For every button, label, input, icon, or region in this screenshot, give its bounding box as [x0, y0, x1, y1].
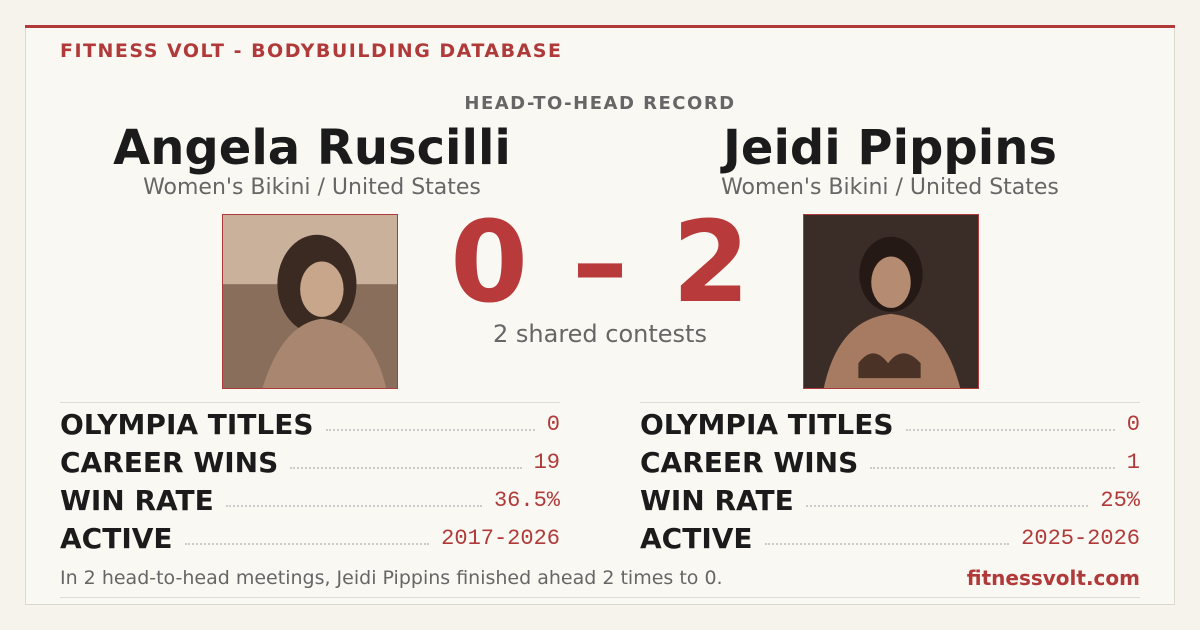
right-name: Jeidi Pippins [723, 120, 1057, 176]
stat-row: ACTIVE 2017-2026 [60, 517, 560, 555]
stat-value: 25% [1100, 488, 1140, 513]
stat-label: CAREER WINS [60, 446, 279, 479]
left-photo [222, 214, 398, 389]
left-stats: OLYMPIA TITLES 0 CAREER WINS 19 WIN RATE 36.5… [60, 402, 560, 555]
stat-value: 36.5% [493, 488, 560, 513]
footer-line [60, 597, 1140, 598]
stat-label: WIN RATE [640, 484, 794, 517]
subtitle: HEAD-TO-HEAD RECORD [464, 93, 736, 114]
stat-value: 2025-2026 [1021, 526, 1140, 551]
leader [805, 505, 1089, 507]
right-photo [803, 214, 979, 389]
stat-value: 0 [1126, 412, 1140, 437]
stat-row: WIN RATE 25% [640, 479, 1140, 517]
leader [290, 467, 522, 469]
stat-row: CAREER WINS 1 [640, 441, 1140, 479]
stat-label: ACTIVE [640, 522, 753, 555]
stat-row: OLYMPIA TITLES 0 [60, 403, 560, 441]
stat-value: 0 [546, 412, 560, 437]
score-separator: – [572, 198, 628, 328]
right-stats: OLYMPIA TITLES 0 CAREER WINS 1 WIN RATE 25% AC… [640, 402, 1140, 555]
stat-row: ACTIVE 2025-2026 [640, 517, 1140, 555]
leader [225, 505, 482, 507]
stat-row: WIN RATE 36.5% [60, 479, 560, 517]
leader [905, 429, 1115, 431]
leader [184, 543, 430, 545]
right-score: 2 [672, 198, 750, 328]
footer-text: In 2 head-to-head meetings, Jeidi Pippin… [60, 567, 723, 589]
stat-value: 19 [533, 450, 560, 475]
stat-label: CAREER WINS [640, 446, 859, 479]
stat-row: OLYMPIA TITLES 0 [640, 403, 1140, 441]
stat-label: OLYMPIA TITLES [60, 408, 314, 441]
header-title: FITNESS VOLT - BODYBUILDING DATABASE [60, 40, 563, 62]
stat-label: WIN RATE [60, 484, 214, 517]
shared-contests: 2 shared contests [493, 320, 707, 348]
left-score: 0 [450, 198, 528, 328]
stat-value: 2017-2026 [441, 526, 560, 551]
leader [870, 467, 1115, 469]
leader [325, 429, 535, 431]
accent-line [25, 25, 1175, 28]
stat-value: 1 [1126, 450, 1140, 475]
card [25, 25, 1175, 605]
stat-label: ACTIVE [60, 522, 173, 555]
left-division: Women's Bikini / United States [143, 175, 481, 200]
stat-label: OLYMPIA TITLES [640, 408, 894, 441]
footer-site[interactable]: fitnessvolt.com [966, 566, 1140, 590]
stat-row: CAREER WINS 19 [60, 441, 560, 479]
left-name: Angela Ruscilli [113, 120, 511, 176]
leader [764, 543, 1010, 545]
right-division: Women's Bikini / United States [721, 175, 1059, 200]
score: 0–2 [0, 198, 1200, 328]
